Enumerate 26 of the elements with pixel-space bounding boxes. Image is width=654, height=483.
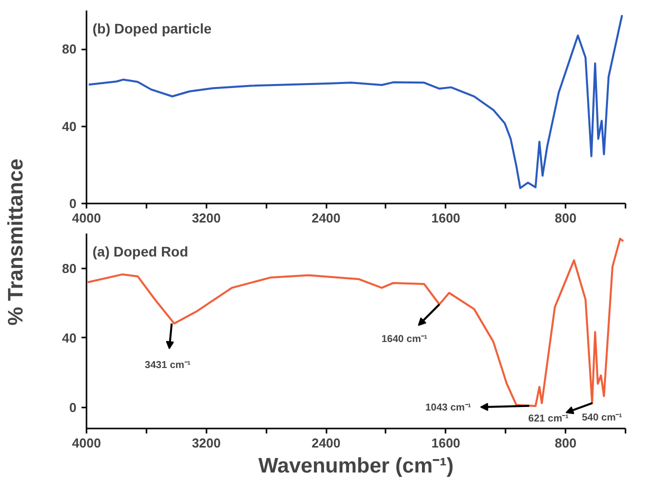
text: (b) Doped particle — [92, 20, 212, 36]
x-tick-label: 2400 — [312, 436, 341, 450]
y-tick-label: 0 — [69, 196, 77, 211]
x-tick-label: 4000 — [72, 436, 101, 450]
x-tick-label: 3200 — [192, 210, 221, 226]
x-tick-label: 4000 — [72, 210, 101, 226]
x-tick-label: 2400 — [312, 210, 341, 226]
y-tick-label: 40 — [62, 330, 77, 346]
y-axis-title: % Transmittance — [4, 158, 28, 326]
y-tick-label: 80 — [62, 260, 77, 276]
annotation: 1640 cm⁻¹ — [381, 334, 428, 345]
y-tick-label: 80 — [62, 42, 77, 57]
x-tick-label: 1600 — [431, 436, 460, 450]
x-tick-label: 3200 — [192, 436, 221, 450]
line-series — [88, 14, 624, 190]
annotation: 540 cm⁻¹ — [582, 412, 623, 424]
x-tick-label: 800 — [554, 210, 576, 226]
x-tick-label: 1600 — [431, 210, 460, 226]
y-tick-label: 0 — [69, 400, 77, 416]
text: (a) Doped Rod — [92, 244, 188, 260]
y-tick-label: 40 — [62, 118, 77, 134]
annotation: 1043 cm⁻¹ — [425, 402, 472, 414]
x-tick-label: 800 — [554, 436, 576, 450]
annotation: 621 cm⁻¹ — [528, 414, 570, 425]
annotation: 3431 cm⁻¹ — [144, 360, 192, 372]
x-axis-title: Wavenumber (cm⁻¹) — [258, 454, 454, 478]
